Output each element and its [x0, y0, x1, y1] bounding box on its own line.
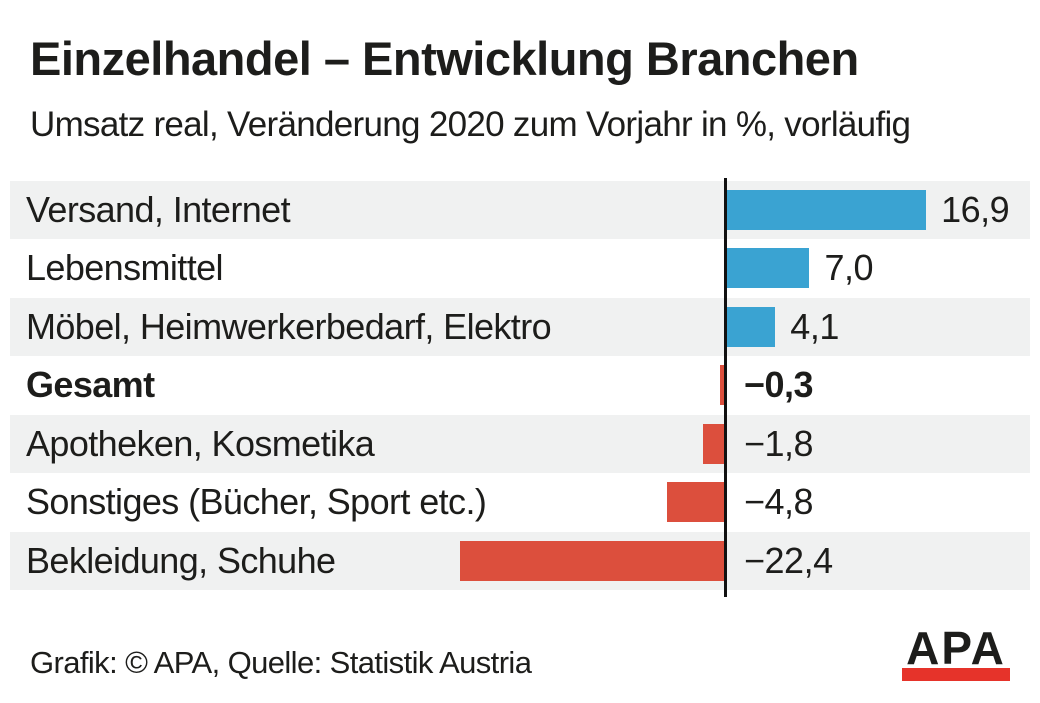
chart-row-7: Bekleidung, Schuhe −22,4: [10, 531, 1030, 590]
negative-bar: [667, 482, 724, 523]
row-label: Lebensmittel: [26, 247, 224, 289]
source-credit: Grafik: © APA, Quelle: Statistik Austria: [30, 645, 532, 680]
row-label: Versand, Internet: [26, 189, 291, 230]
apa-logo-text: APA: [906, 622, 1006, 674]
row-label: Gesamt: [26, 364, 155, 406]
apa-logo: APA: [902, 622, 1010, 681]
value-label: 7,0: [824, 247, 873, 289]
row-label: Möbel, Heimwerkerbedarf, Elektro: [26, 305, 552, 347]
chart-row-6: Sonstiges (Bücher, Sport etc.) −4,8: [10, 473, 1030, 531]
page-subtitle: Umsatz real, Veränderung 2020 zum Vorjah…: [30, 105, 911, 144]
zero-axis-line: [724, 178, 727, 597]
row-label: Bekleidung, Schuhe: [26, 539, 336, 581]
positive-bar: [727, 306, 776, 347]
value-label: −1,8: [744, 422, 814, 464]
row-label: Sonstiges (Bücher, Sport etc.): [26, 481, 487, 523]
value-label: 16,9: [941, 189, 1010, 230]
value-label: −4,8: [744, 481, 814, 523]
chart-row-2: Lebensmittel 7,0: [10, 239, 1030, 297]
chart-row-1: Versand, Internet 16,9: [10, 181, 1030, 240]
value-label: −22,4: [744, 539, 833, 581]
chart-rows: Versand, Internet 16,9 Lebensmittel 7,0 Möbe…: [10, 181, 1030, 590]
value-label: −0,3: [744, 364, 814, 406]
positive-bar: [727, 248, 810, 289]
apa-logo-red-bar: [902, 668, 1010, 681]
negative-bar: [702, 423, 724, 464]
value-label: 4,1: [790, 305, 839, 347]
page-title: Einzelhandel – Entwicklung Branchen: [30, 32, 859, 85]
positive-bar: [727, 190, 927, 230]
bar-chart: Versand, Internet 16,9 Lebensmittel 7,0 Möbe…: [10, 178, 1030, 597]
chart-row-3: Möbel, Heimwerkerbedarf, Elektro 4,1: [10, 297, 1030, 357]
negative-bar: [460, 540, 724, 581]
row-label: Apotheken, Kosmetika: [26, 422, 375, 464]
negative-bar: [720, 365, 724, 406]
chart-row-5: Apotheken, Kosmetika −1,8: [10, 414, 1030, 474]
chart-row-4: Gesamt −0,3: [10, 356, 1030, 414]
